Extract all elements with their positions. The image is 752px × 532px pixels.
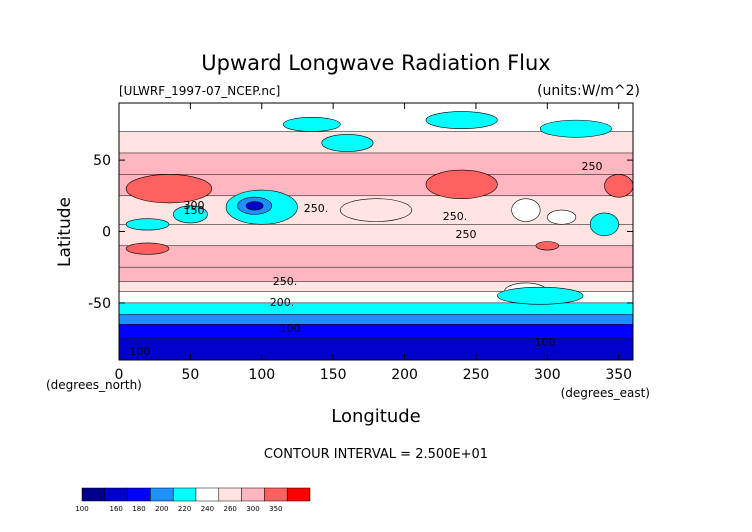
zonal-band [119, 245, 633, 268]
colorbar-tick-label: 100 [75, 505, 88, 513]
zonal-band [119, 281, 633, 292]
zonal-band [119, 131, 633, 153]
colorbar-tick-label: 240 [201, 505, 214, 513]
field-patch [497, 286, 584, 305]
x-tick-label: 100 [248, 367, 275, 383]
colorbar-tick-label: 300 [246, 505, 259, 513]
x-tick-label: 50 [181, 367, 199, 383]
contour-label: 250. [304, 202, 329, 215]
zonal-band [119, 267, 633, 282]
colorbar-tick-label: 350 [269, 505, 282, 513]
field-patch [172, 205, 208, 224]
colorbar-swatch [81, 487, 106, 502]
field-patch [511, 198, 541, 222]
field-patch [125, 174, 213, 204]
y-tick-label: -50 [88, 296, 111, 312]
colorbar-tick-label: 180 [132, 505, 145, 513]
field-patch [321, 134, 374, 152]
zonal-band [119, 302, 633, 315]
contour-label: 250. [273, 275, 298, 288]
zonal-bands [119, 103, 633, 360]
zonal-band [119, 338, 633, 360]
colorbar-swatch [172, 487, 197, 502]
patches [125, 111, 633, 305]
colorbar: 100 160 180 200 220 240 260 300 350 [75, 487, 311, 513]
y-tick-label: 50 [93, 153, 111, 169]
x-tick-label: 300 [534, 367, 561, 383]
contour-label: 100 [535, 336, 556, 349]
y-axis-ticks: 50 0 -50 [88, 153, 633, 312]
colorbar-tick-label: 220 [178, 505, 191, 513]
source-file-label: [ULWRF_1997-07_NCEP.nc] [119, 84, 280, 98]
colorbar-tick-label: 160 [110, 505, 123, 513]
contour-label: 200. [270, 296, 295, 309]
contour-label: 250 [582, 160, 603, 173]
chart-title: Upward Longwave Radiation Flux [201, 51, 550, 75]
x-tick-label: 350 [605, 367, 632, 383]
field-patch [535, 241, 560, 251]
field-patch [340, 198, 412, 222]
zonal-band [119, 314, 633, 325]
colorbar-swatch [195, 487, 220, 502]
colorbar-tick-label: 260 [224, 505, 237, 513]
colorbar-swatch [286, 487, 311, 502]
contour-label: 100 [130, 345, 151, 358]
y-unit-label: (degrees_north) [46, 378, 142, 392]
contour-interval-text: CONTOUR INTERVAL = 2.500E+01 [264, 447, 488, 462]
field-patch [245, 201, 264, 211]
contour-label: 300 [184, 199, 205, 212]
zonal-band [119, 174, 633, 196]
zonal-band [119, 324, 633, 339]
field-patch [282, 116, 341, 132]
x-unit-label: (degrees_east) [561, 386, 650, 400]
field-patch [125, 218, 170, 231]
contour-label: 150 [184, 204, 205, 217]
contour-label: 250 [456, 228, 477, 241]
y-axis-label: Latitude [55, 197, 75, 267]
zonal-band [119, 224, 633, 246]
colorbar-swatch [218, 487, 242, 502]
zonal-band [119, 291, 633, 303]
zonal-band [119, 152, 633, 175]
contour-label: 100 [280, 322, 301, 335]
x-tick-label: 0 [115, 367, 124, 383]
field-patch [604, 174, 633, 198]
colorbar-swatch [264, 487, 288, 502]
x-axis-ticks: 0 50 100 150 200 250 300 350 [115, 103, 632, 383]
colorbar-swatch [241, 487, 265, 502]
field-patch [589, 212, 620, 237]
field-patch [547, 209, 577, 225]
units-label: (units:W/m^2) [537, 83, 640, 99]
colorbar-tick-label: 200 [155, 505, 168, 513]
y-tick-label: 0 [102, 225, 111, 241]
x-tick-label: 200 [391, 367, 418, 383]
colorbar-swatch [104, 487, 128, 502]
field-patch [125, 242, 170, 255]
x-tick-label: 250 [463, 367, 490, 383]
field-patch [539, 119, 612, 138]
colorbar-swatch [127, 487, 151, 502]
colorbar-swatch [150, 487, 174, 502]
field-patch [425, 169, 498, 199]
x-tick-label: 150 [320, 367, 347, 383]
field-patch [425, 111, 498, 129]
x-axis-label: Longitude [331, 406, 421, 427]
contour-label: 250. [443, 210, 468, 223]
